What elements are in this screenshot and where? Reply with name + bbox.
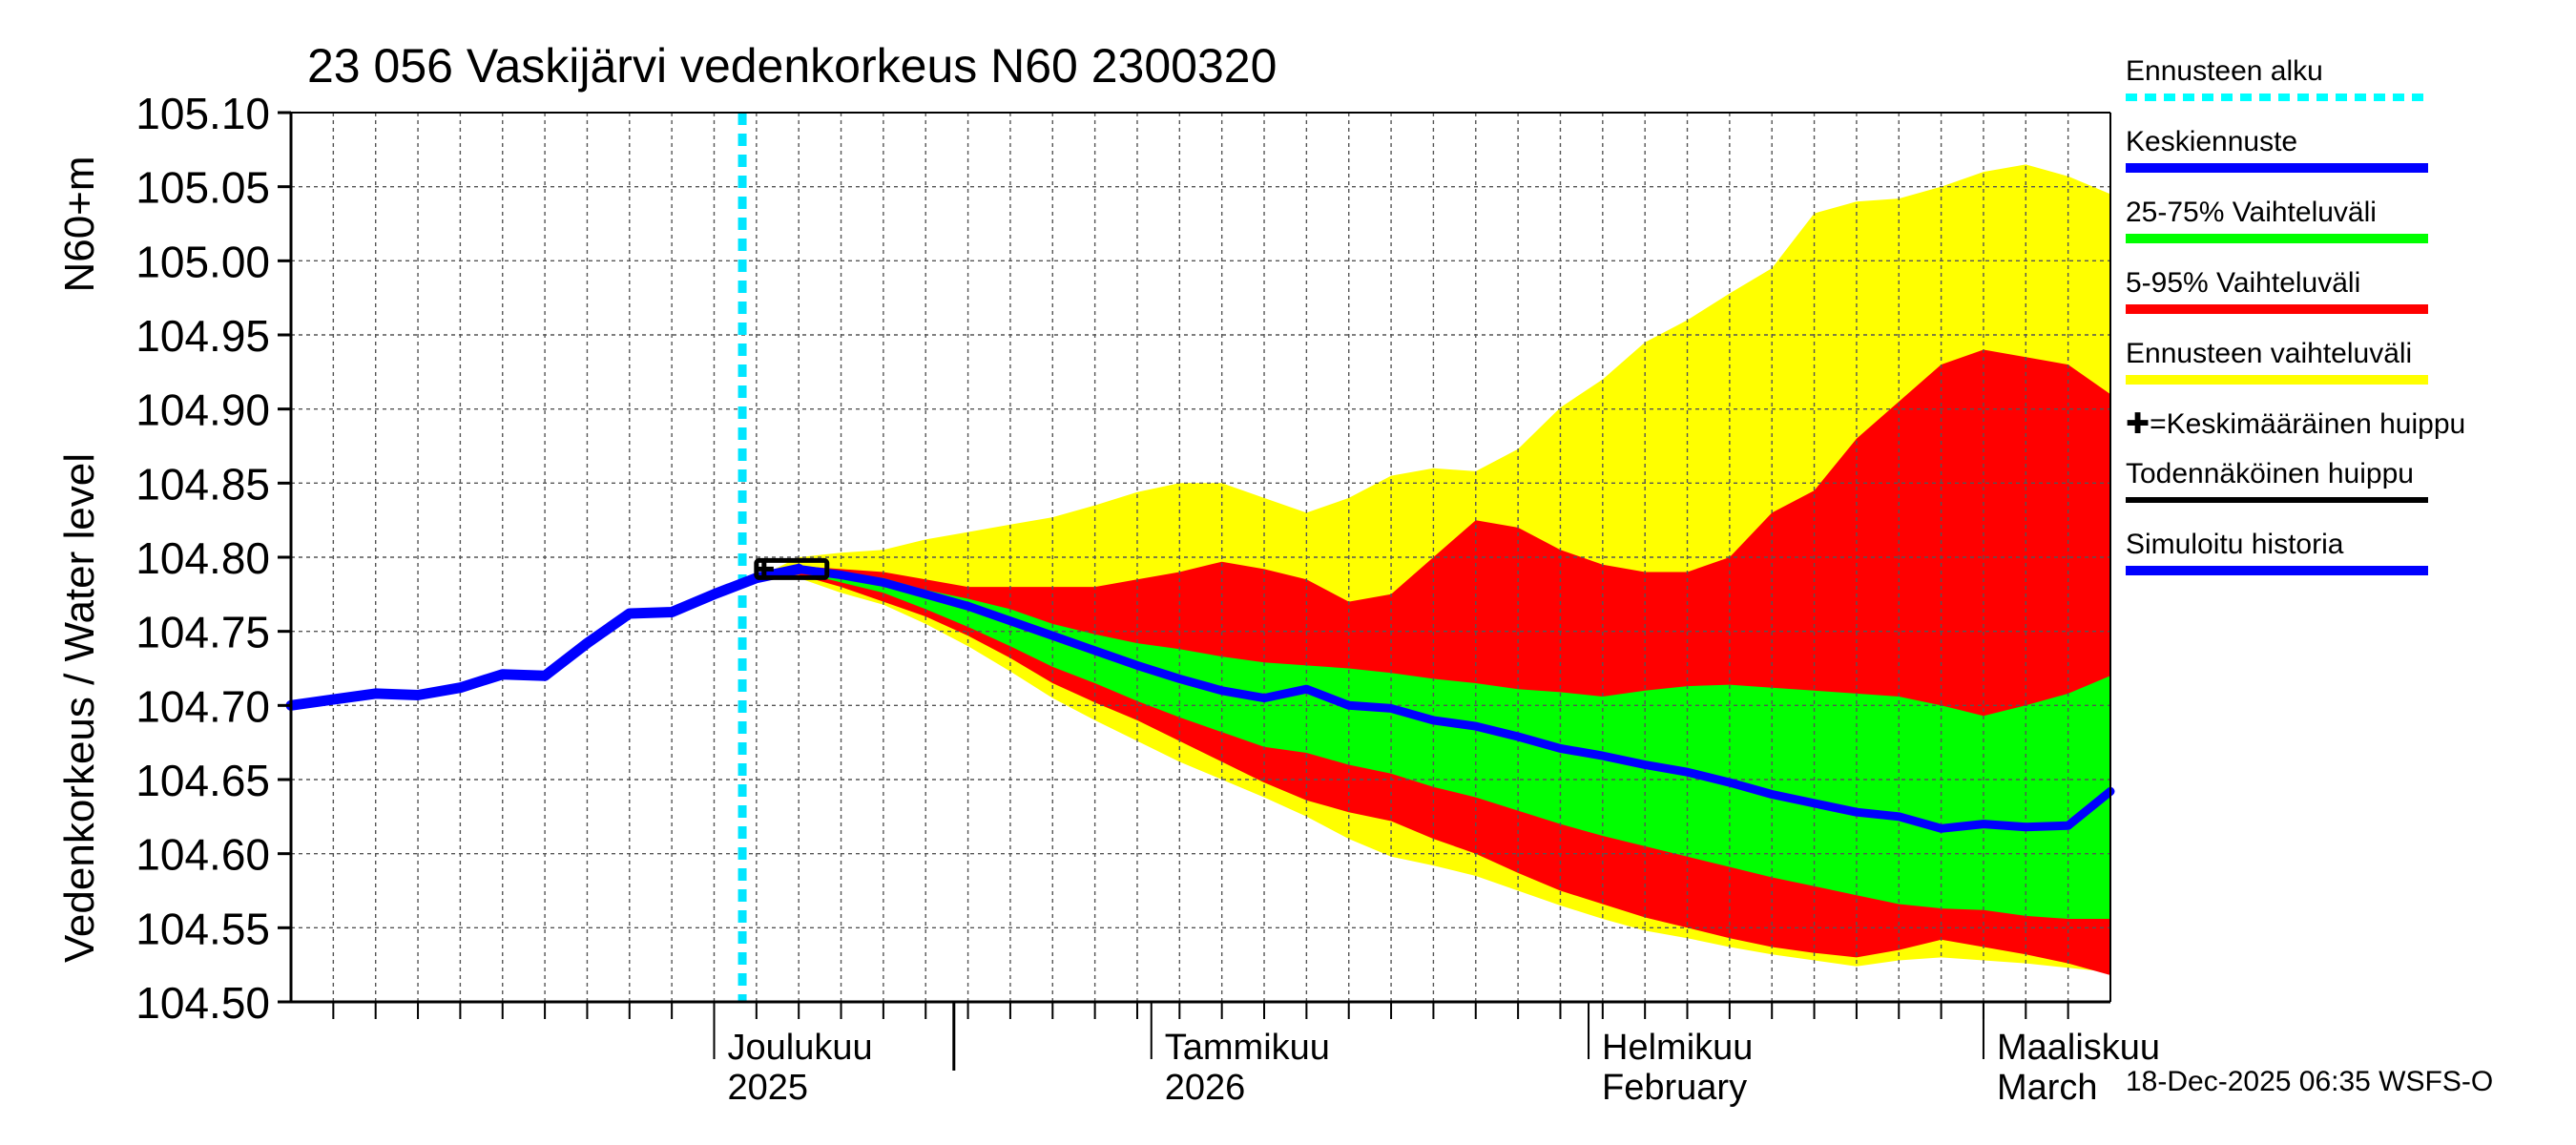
y-tick-label: 105.00 <box>135 237 270 286</box>
legend-label: Ennusteen alku <box>2126 55 2323 87</box>
legend-label: Keskiennuste <box>2126 126 2297 157</box>
legend-item: Keskiennuste <box>2126 126 2428 173</box>
legend-label: Simuloitu historia <box>2126 529 2344 560</box>
x-month-label: Maaliskuu <box>1997 1028 2160 1068</box>
y-tick-label: 105.10 <box>135 89 270 138</box>
y-tick-label: 104.95 <box>135 311 270 361</box>
mean-forecast-line <box>752 564 2115 833</box>
y-tick-label: 104.60 <box>135 830 270 880</box>
legend-item: 25-75% Vaihteluväli <box>2126 197 2428 243</box>
y-tick-label: 104.85 <box>135 459 270 509</box>
y-axis: 104.50 104.55 104.60 104.65 104.70 104.75 104.… <box>135 89 291 1028</box>
legend: Ennusteen alku Keskiennuste 25-75% Vaihtel… <box>2126 55 2465 575</box>
legend-item: ✚=Keskimääräinen huippu <box>2126 408 2465 440</box>
y-tick-label: 104.65 <box>135 756 270 805</box>
forecast-lines <box>285 113 2115 1002</box>
timestamp-footer: 18-Dec-2025 06:35 WSFS-O <box>2126 1066 2493 1097</box>
x-month-label: Tammikuu <box>1165 1028 1330 1068</box>
x-month-label: Joulukuu <box>727 1028 872 1068</box>
y-tick-label: 104.75 <box>135 608 270 657</box>
legend-label: 5-95% Vaihteluväli <box>2126 267 2360 299</box>
x-year-label: March <box>1997 1068 2098 1108</box>
y-axis-label: Vedenkorkeus / Water level <box>56 453 103 963</box>
plot-grid <box>291 113 2110 1002</box>
y-tick-label: 104.55 <box>135 904 270 953</box>
y-tick-label: 104.50 <box>135 978 270 1028</box>
legend-label: Ennusteen vaihteluväli <box>2126 338 2412 369</box>
legend-item: Todennäköinen huippu <box>2126 458 2428 503</box>
simulated-history-line <box>285 563 804 711</box>
y-tick-label: 105.05 <box>135 163 270 213</box>
legend-item: 5-95% Vaihteluväli <box>2126 267 2428 314</box>
legend-item: Ennusteen alku <box>2126 55 2428 101</box>
y-tick-label: 104.80 <box>135 533 270 583</box>
legend-label: 25-75% Vaihteluväli <box>2126 197 2377 228</box>
x-year-label: 2026 <box>1165 1068 1246 1108</box>
legend-item: Ennusteen vaihteluväli <box>2126 338 2428 385</box>
x-year-label: February <box>1602 1068 1747 1108</box>
legend-item: Simuloitu historia <box>2126 529 2428 575</box>
chart-title: 23 056 Vaskijärvi vedenkorkeus N60 23003… <box>307 39 1277 93</box>
y-tick-label: 104.90 <box>135 385 270 435</box>
x-year-label: 2025 <box>727 1068 808 1108</box>
legend-label: ✚=Keskimääräinen huippu <box>2126 408 2465 440</box>
legend-label: Todennäköinen huippu <box>2126 458 2414 489</box>
x-month-label: Helmikuu <box>1602 1028 1753 1068</box>
y-axis-unit-label: N60+m <box>56 156 103 292</box>
y-tick-label: 104.70 <box>135 681 270 731</box>
